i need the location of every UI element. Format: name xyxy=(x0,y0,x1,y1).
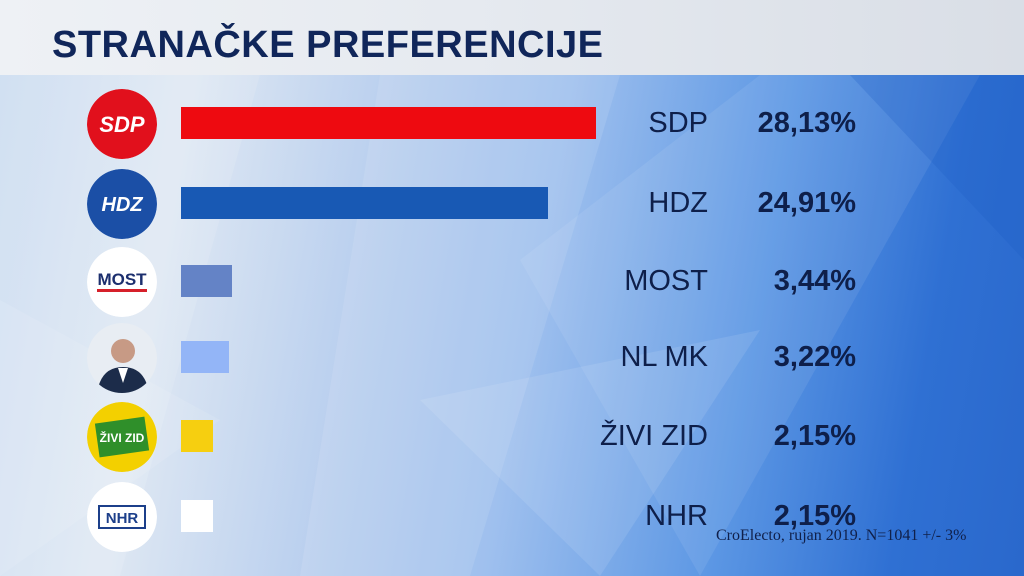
value-label: 24,91% xyxy=(757,187,856,219)
value-label: 3,22% xyxy=(773,341,856,373)
zivi-zid-logo-icon: ŽIVI ZID xyxy=(87,402,157,472)
bar-nhr xyxy=(181,500,213,532)
header-band xyxy=(0,0,1024,75)
page-title: STRANAČKE PREFERENCIJE xyxy=(52,24,604,66)
hdz-logo-icon: HDZ xyxy=(87,169,157,239)
most-logo-icon: MOST xyxy=(87,247,157,317)
category-label: NL MK xyxy=(620,341,708,373)
bar-hdz xyxy=(181,187,548,219)
logo-text: NHR xyxy=(106,510,139,527)
sdp-logo-icon: SDP xyxy=(87,89,157,159)
source-note: CroElecto, rujan 2019. N=1041 +/- 3% xyxy=(716,527,967,544)
category-label: NHR xyxy=(645,500,708,532)
logo-text: HDZ xyxy=(101,194,143,216)
bar-nl-mk xyxy=(181,341,229,373)
bar-živi-zid xyxy=(181,420,213,452)
candidate-portrait-icon xyxy=(87,323,157,393)
category-label: MOST xyxy=(624,265,708,297)
category-label: SDP xyxy=(648,107,708,139)
logo-text: SDP xyxy=(99,112,145,137)
bar-sdp xyxy=(181,107,596,139)
category-label: ŽIVI ZID xyxy=(600,420,708,452)
value-label: 3,44% xyxy=(773,265,856,297)
bar-most xyxy=(181,265,232,297)
value-label: 28,13% xyxy=(757,107,856,139)
value-label: 2,15% xyxy=(773,500,856,532)
category-label: HDZ xyxy=(648,187,708,219)
logo-text: ŽIVI ZID xyxy=(100,430,145,445)
nhr-logo-icon: NHR xyxy=(87,482,157,552)
value-label: 2,15% xyxy=(773,420,856,452)
logo-text: MOST xyxy=(97,270,147,289)
